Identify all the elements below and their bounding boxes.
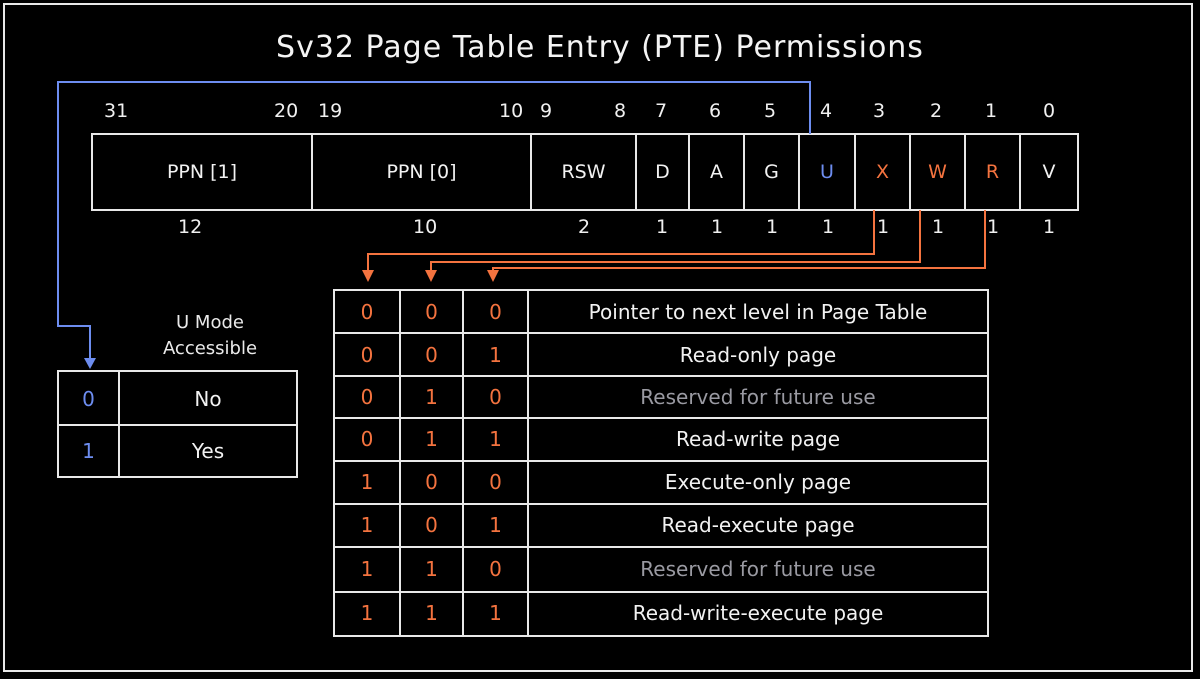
bit-number-8: 8 [614, 100, 627, 122]
perm-w-value: 1 [425, 601, 438, 625]
bit-number-20: 20 [274, 100, 299, 122]
perm-w-value: 1 [425, 385, 438, 409]
field-ppn0: PPN [0] [386, 161, 457, 183]
field-r: R [985, 161, 1000, 183]
perm-meaning: Execute-only page [664, 470, 852, 494]
perm-r-value: 1 [489, 513, 502, 537]
perm-r-value: 0 [489, 385, 502, 409]
page-title: Sv32 Page Table Entry (PTE) Permissions [276, 30, 924, 65]
x-bit-connector [367, 210, 875, 272]
perm-x-value: 0 [360, 385, 374, 409]
perm-r-value: 0 [489, 557, 502, 581]
width-d: 1 [656, 216, 669, 238]
u-mode-meaning: Yes [191, 439, 225, 463]
u-mode-value: 1 [82, 439, 95, 463]
perm-x-value: 0 [360, 300, 374, 324]
field-u: U [820, 161, 834, 183]
width-rsw: 2 [578, 216, 591, 238]
bit-number-2: 2 [930, 100, 943, 122]
bit-number-7: 7 [655, 100, 668, 122]
bit-number-10: 10 [499, 100, 524, 122]
field-a: A [710, 161, 723, 183]
perm-r-value: 1 [489, 343, 502, 367]
bit-number-4: 4 [820, 100, 833, 122]
bit-number-19: 19 [318, 100, 343, 122]
perm-x-value: 0 [360, 343, 374, 367]
perm-meaning: Pointer to next level in Page Table [588, 300, 928, 324]
w-bit-connector [430, 210, 921, 272]
bit-number-9: 9 [540, 100, 553, 122]
u-bit-arrowhead [84, 358, 96, 369]
perm-w-value: 0 [425, 513, 438, 537]
outer-frame [3, 3, 1193, 672]
perm-r-value: 1 [489, 601, 502, 625]
perm-meaning: Read-write page [675, 427, 841, 451]
perm-meaning: Read-execute page [661, 513, 855, 537]
perm-x-value: 1 [360, 513, 374, 537]
perm-w-value: 0 [425, 300, 438, 324]
perm-w-value: 1 [425, 557, 438, 581]
perm-meaning-reserved: Reserved for future use [640, 557, 876, 581]
perm-x-value: 1 [360, 557, 374, 581]
u-mode-meaning: No [194, 387, 222, 411]
permission-table-box [333, 289, 989, 637]
field-w: W [928, 161, 947, 183]
perm-meaning: Read-write-execute page [632, 601, 884, 625]
bit-number-1: 1 [985, 100, 998, 122]
bit-number-31: 31 [104, 100, 129, 122]
bit-number-0: 0 [1043, 100, 1056, 122]
r-bit-arrowhead [487, 270, 499, 282]
perm-x-value: 1 [360, 601, 374, 625]
field-ppn1: PPN [1] [166, 161, 238, 183]
width-r: 1 [987, 216, 1000, 238]
width-v: 1 [1043, 216, 1056, 238]
pte-register-box [91, 133, 1079, 211]
field-g: G [764, 161, 779, 183]
u-bit-connector [57, 81, 811, 360]
width-g: 1 [766, 216, 779, 238]
perm-x-value: 0 [360, 427, 374, 451]
bit-number-3: 3 [873, 100, 886, 122]
field-v: V [1042, 161, 1056, 183]
bit-number-5: 5 [764, 100, 777, 122]
u-mode-value: 0 [82, 387, 95, 411]
perm-r-value: 1 [489, 427, 502, 451]
perm-meaning-reserved: Reserved for future use [640, 385, 876, 409]
perm-meaning: Read-only page [679, 343, 837, 367]
perm-w-value: 0 [425, 470, 438, 494]
width-a: 1 [711, 216, 724, 238]
width-ppn1: 12 [178, 216, 203, 238]
perm-r-value: 0 [489, 470, 502, 494]
field-d: D [655, 161, 670, 183]
perm-w-value: 1 [425, 427, 438, 451]
width-u: 1 [822, 216, 835, 238]
width-w: 1 [932, 216, 945, 238]
field-rsw: RSW [561, 161, 606, 183]
bit-number-6: 6 [709, 100, 722, 122]
x-bit-arrowhead [362, 270, 374, 282]
w-bit-arrowhead [425, 270, 437, 282]
field-x: X [875, 161, 890, 183]
u-mode-heading-line2: Accessible [162, 338, 258, 359]
width-ppn0: 10 [413, 216, 438, 238]
u-mode-heading-line1: U Mode [176, 312, 244, 333]
perm-x-value: 1 [360, 470, 374, 494]
perm-w-value: 0 [425, 343, 438, 367]
width-x: 1 [877, 216, 890, 238]
perm-r-value: 0 [489, 300, 502, 324]
